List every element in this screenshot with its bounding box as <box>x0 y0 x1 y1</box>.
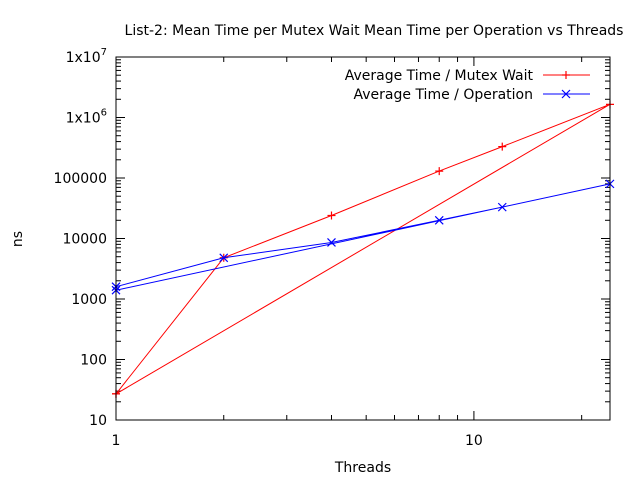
data-point <box>435 167 444 176</box>
legend: Average Time / Mutex Wait Average Time / … <box>345 68 590 103</box>
y-tick-label: 1x106 <box>66 108 107 127</box>
data-point <box>219 253 229 263</box>
y-tick-label: 1000 <box>71 292 107 308</box>
y-tick-label: 10 <box>89 413 107 429</box>
y-tick-label: 100 <box>80 353 107 369</box>
x-tick-label: 1 <box>112 433 121 449</box>
legend-marker <box>561 89 571 99</box>
data-point <box>498 142 507 151</box>
data-point <box>434 215 444 225</box>
data-point <box>327 238 336 247</box>
x-axis-label: Threads <box>334 460 391 476</box>
chart-title: List-2: Mean Time per Mutex Wait Mean Ti… <box>125 23 624 39</box>
plot-area <box>111 56 615 421</box>
y-axis-label: ns <box>10 231 26 247</box>
x-tick-label: 10 <box>465 433 483 449</box>
data-point <box>327 211 336 220</box>
legend-label: Average Time / Mutex Wait <box>345 68 534 84</box>
legend-marker <box>562 71 570 79</box>
y-tick-label: 100000 <box>54 171 107 187</box>
plot-frame <box>115 56 611 421</box>
series-line <box>115 183 611 291</box>
legend-label: Average Time / Operation <box>354 87 534 103</box>
y-tick-label: 10000 <box>62 232 107 248</box>
y-tick-label: 1x107 <box>66 47 107 66</box>
series-line <box>115 103 611 395</box>
data-point <box>497 202 507 212</box>
